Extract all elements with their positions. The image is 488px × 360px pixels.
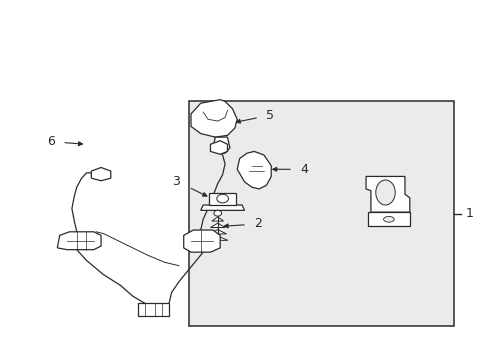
Polygon shape xyxy=(91,167,111,181)
Text: 6: 6 xyxy=(47,135,55,148)
Text: 3: 3 xyxy=(172,175,180,188)
Polygon shape xyxy=(208,193,236,205)
Polygon shape xyxy=(208,230,226,234)
Text: 5: 5 xyxy=(266,109,274,122)
Polygon shape xyxy=(207,236,227,240)
Polygon shape xyxy=(191,100,237,137)
Polygon shape xyxy=(237,152,271,189)
Polygon shape xyxy=(137,303,169,316)
Text: 4: 4 xyxy=(300,163,307,176)
Polygon shape xyxy=(183,230,220,252)
Ellipse shape xyxy=(375,180,394,205)
Polygon shape xyxy=(57,232,101,249)
Polygon shape xyxy=(212,137,229,153)
Bar xyxy=(188,102,453,327)
Polygon shape xyxy=(211,217,223,221)
Polygon shape xyxy=(201,205,244,210)
Text: 2: 2 xyxy=(254,217,262,230)
Polygon shape xyxy=(210,223,224,228)
Polygon shape xyxy=(368,212,409,226)
Polygon shape xyxy=(366,176,409,212)
Ellipse shape xyxy=(383,216,393,222)
Text: 1: 1 xyxy=(465,207,473,220)
Circle shape xyxy=(213,210,221,216)
Polygon shape xyxy=(210,141,227,154)
